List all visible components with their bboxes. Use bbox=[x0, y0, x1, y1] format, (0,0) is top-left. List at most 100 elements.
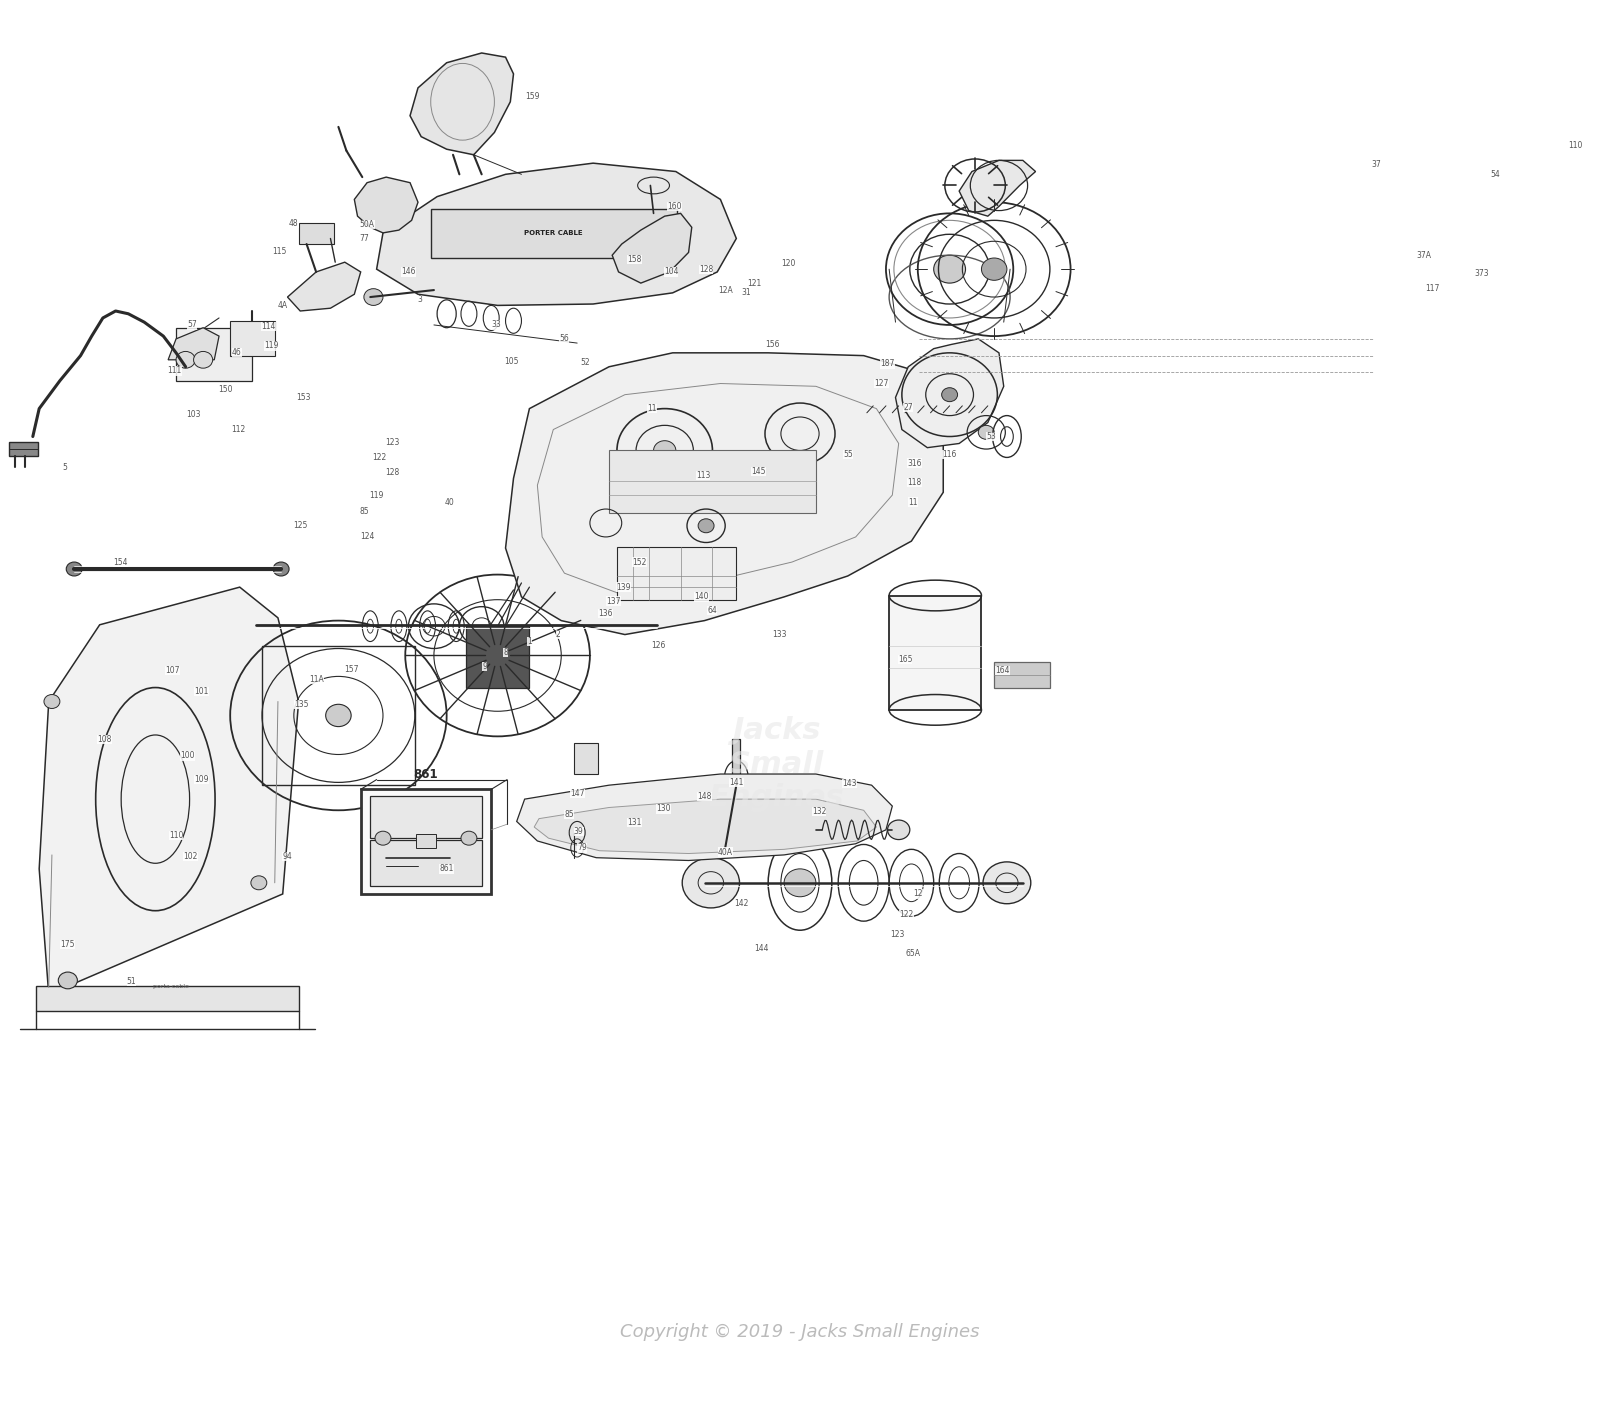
Bar bbox=[370, 797, 482, 838]
Bar bbox=[618, 547, 736, 599]
Text: 137: 137 bbox=[606, 596, 621, 606]
Text: 65A: 65A bbox=[906, 950, 920, 958]
Text: 37A: 37A bbox=[1416, 251, 1432, 260]
Text: 52: 52 bbox=[581, 358, 590, 368]
Text: 130: 130 bbox=[656, 804, 670, 814]
Text: 5: 5 bbox=[62, 463, 67, 471]
Text: 131: 131 bbox=[627, 818, 642, 828]
Text: 153: 153 bbox=[296, 393, 310, 403]
Text: 158: 158 bbox=[627, 255, 642, 264]
Text: 373: 373 bbox=[1474, 269, 1488, 278]
Circle shape bbox=[363, 289, 382, 306]
Text: 861: 861 bbox=[414, 767, 438, 781]
Text: 116: 116 bbox=[942, 450, 957, 459]
Text: 187: 187 bbox=[880, 359, 894, 369]
Polygon shape bbox=[38, 586, 299, 995]
Text: 50A: 50A bbox=[360, 220, 374, 229]
Polygon shape bbox=[958, 160, 1035, 216]
Text: 9: 9 bbox=[483, 662, 488, 671]
Text: 133: 133 bbox=[773, 630, 787, 638]
Text: 64: 64 bbox=[707, 606, 717, 616]
Text: 110: 110 bbox=[1568, 140, 1582, 150]
Text: 316: 316 bbox=[907, 459, 922, 467]
Text: 147: 147 bbox=[570, 788, 584, 798]
Text: 143: 143 bbox=[842, 779, 856, 788]
Text: 150: 150 bbox=[218, 384, 232, 394]
Circle shape bbox=[326, 704, 350, 727]
Polygon shape bbox=[354, 177, 418, 233]
Polygon shape bbox=[534, 800, 877, 853]
Bar bbox=[416, 833, 435, 847]
Circle shape bbox=[374, 831, 390, 845]
Bar bbox=[731, 739, 739, 803]
Text: 4A: 4A bbox=[278, 300, 288, 310]
Text: 94: 94 bbox=[283, 852, 293, 861]
Text: 37: 37 bbox=[1371, 160, 1381, 168]
Circle shape bbox=[653, 441, 675, 460]
Text: 118: 118 bbox=[907, 478, 922, 487]
Text: 12: 12 bbox=[914, 890, 923, 898]
Text: 152: 152 bbox=[632, 557, 646, 567]
Text: 141: 141 bbox=[730, 777, 744, 787]
Text: 127: 127 bbox=[874, 379, 888, 389]
Bar bbox=[890, 595, 981, 710]
Text: 146: 146 bbox=[402, 268, 416, 276]
Bar bbox=[10, 442, 37, 456]
Polygon shape bbox=[168, 328, 219, 359]
Circle shape bbox=[176, 351, 195, 368]
Text: 85: 85 bbox=[358, 508, 368, 516]
Text: 56: 56 bbox=[560, 334, 570, 344]
Text: PORTER CABLE: PORTER CABLE bbox=[523, 230, 582, 236]
Polygon shape bbox=[376, 163, 736, 306]
Bar bbox=[466, 626, 530, 687]
Text: 8: 8 bbox=[502, 648, 507, 657]
Circle shape bbox=[482, 641, 514, 669]
Text: 110: 110 bbox=[170, 831, 184, 840]
Bar bbox=[994, 662, 1050, 687]
Text: 160: 160 bbox=[667, 202, 682, 210]
Circle shape bbox=[797, 819, 822, 840]
Text: 122: 122 bbox=[373, 453, 387, 462]
Polygon shape bbox=[517, 774, 893, 860]
Polygon shape bbox=[506, 352, 944, 634]
Text: 121: 121 bbox=[747, 279, 762, 288]
Text: 142: 142 bbox=[734, 899, 749, 908]
Text: 111: 111 bbox=[168, 366, 182, 376]
Circle shape bbox=[251, 875, 267, 890]
Text: 55: 55 bbox=[843, 450, 853, 459]
Text: 175: 175 bbox=[61, 940, 75, 948]
Circle shape bbox=[698, 519, 714, 533]
Text: 145: 145 bbox=[752, 467, 766, 476]
Text: 114: 114 bbox=[261, 321, 275, 331]
Text: 54: 54 bbox=[1491, 170, 1501, 178]
Polygon shape bbox=[288, 262, 360, 311]
Text: 164: 164 bbox=[995, 666, 1010, 675]
Text: 53: 53 bbox=[986, 432, 995, 441]
Bar bbox=[176, 328, 253, 380]
Bar bbox=[360, 790, 491, 894]
Text: 861: 861 bbox=[440, 864, 454, 873]
Bar bbox=[230, 321, 275, 355]
Polygon shape bbox=[896, 340, 1003, 448]
Text: 40A: 40A bbox=[718, 847, 733, 857]
Text: 101: 101 bbox=[194, 687, 208, 696]
Bar bbox=[370, 839, 482, 885]
Text: 3: 3 bbox=[418, 296, 422, 304]
Text: 119: 119 bbox=[264, 341, 278, 351]
Text: 120: 120 bbox=[782, 260, 797, 268]
Circle shape bbox=[888, 819, 910, 839]
Text: 154: 154 bbox=[114, 557, 128, 567]
Text: 11: 11 bbox=[648, 404, 656, 412]
Text: 123: 123 bbox=[890, 930, 904, 939]
Text: 11: 11 bbox=[909, 498, 918, 506]
Text: 144: 144 bbox=[755, 944, 770, 953]
Text: 46: 46 bbox=[232, 348, 242, 358]
Text: 109: 109 bbox=[194, 774, 208, 784]
Text: 113: 113 bbox=[696, 471, 710, 480]
Text: 33: 33 bbox=[491, 320, 501, 330]
Text: 122: 122 bbox=[899, 911, 914, 919]
Text: 159: 159 bbox=[525, 91, 539, 101]
Circle shape bbox=[58, 972, 77, 989]
Circle shape bbox=[942, 387, 957, 401]
Text: 1: 1 bbox=[526, 637, 531, 645]
